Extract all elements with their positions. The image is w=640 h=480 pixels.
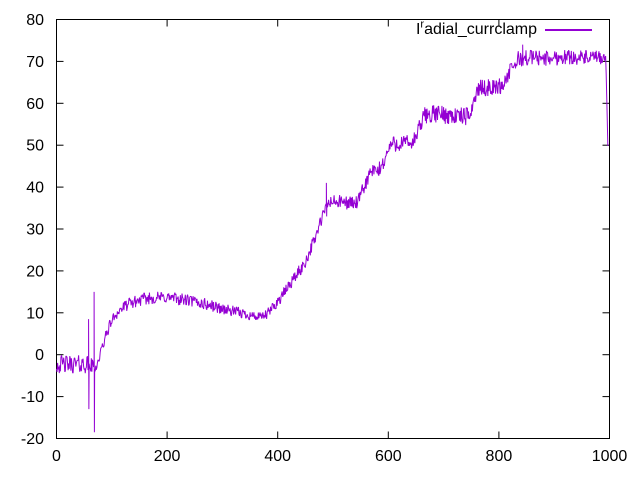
- y-tick-label: 70: [26, 54, 44, 71]
- legend-label-prefix: I: [415, 21, 421, 38]
- series-line: [56, 44, 609, 433]
- x-tick-label: 400: [264, 448, 291, 465]
- y-tick-label: -10: [21, 389, 44, 406]
- plot-border: [56, 19, 610, 439]
- x-tick-label: 1000: [592, 448, 628, 465]
- y-tick-label: 20: [26, 263, 44, 280]
- x-tick-label: 800: [486, 448, 513, 465]
- y-tick-label: 60: [26, 96, 44, 113]
- legend-line-sample: [545, 29, 592, 31]
- y-tick-label: 40: [26, 180, 44, 197]
- x-axis: 0 200 400 600 800 1000: [52, 19, 628, 465]
- x-tick-label: 200: [154, 448, 181, 465]
- y-tick-label: 80: [26, 12, 44, 29]
- x-tick-label: 0: [52, 448, 61, 465]
- y-tick-label: -20: [21, 431, 44, 448]
- legend-label-superscript: r: [420, 18, 425, 31]
- legend-series-label: Iradial_currclamp: [415, 18, 537, 39]
- y-tick-label: 50: [26, 138, 44, 155]
- y-tick-label: 0: [35, 347, 44, 364]
- y-tick-label: 10: [26, 305, 44, 322]
- y-tick-label: 30: [26, 222, 44, 239]
- legend: Iradial_currclamp: [415, 18, 592, 39]
- x-tick-label: 600: [375, 448, 402, 465]
- legend-label-rest: adial_currclamp: [424, 21, 537, 38]
- y-axis: -20 -10 0 10 20 30 40 50 60 70 80: [21, 12, 610, 448]
